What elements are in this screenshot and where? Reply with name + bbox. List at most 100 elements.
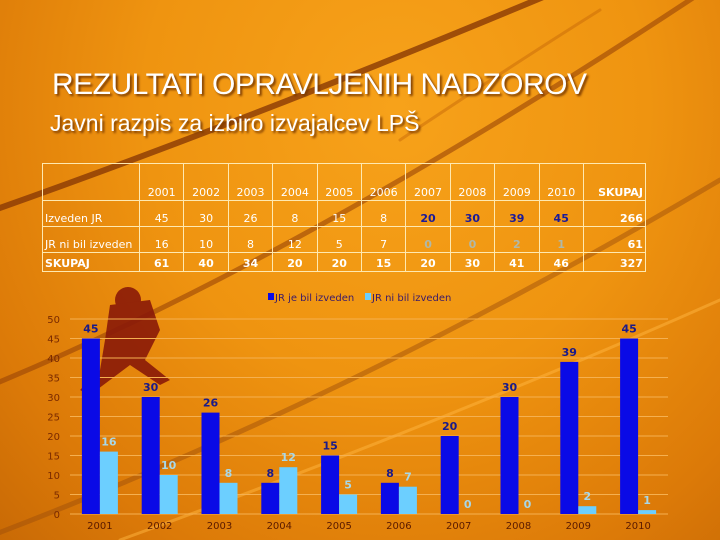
x-tick-label: 2005 bbox=[326, 521, 351, 532]
data-label: 8 bbox=[386, 467, 394, 480]
bar-not-executed bbox=[339, 494, 358, 514]
data-label: 5 bbox=[344, 479, 352, 492]
x-tick-label: 2007 bbox=[446, 521, 471, 532]
x-tick-label: 2009 bbox=[566, 521, 591, 532]
cell: 26 bbox=[227, 200, 274, 227]
header-cell: 2010 bbox=[538, 163, 584, 201]
x-axis-labels: 2001 2002 2003 2004 2005 2006 2007 2008 2009 2010 bbox=[87, 521, 651, 532]
bar-executed bbox=[500, 397, 519, 514]
bar-executed bbox=[560, 361, 579, 514]
cell: 15 bbox=[316, 200, 362, 227]
data-label: 26 bbox=[203, 397, 219, 410]
cell: 30 bbox=[449, 200, 496, 227]
cell: 16 bbox=[138, 226, 185, 253]
header-cell: 2001 bbox=[138, 163, 185, 201]
total-cell: 266 bbox=[582, 200, 646, 227]
cell: 10 bbox=[183, 226, 229, 253]
legend-label: JR je bil izveden bbox=[274, 293, 354, 304]
y-tick-label: 30 bbox=[47, 393, 60, 404]
bar-executed bbox=[201, 412, 220, 514]
cell: 20 bbox=[405, 200, 451, 227]
total-cell: 61 bbox=[582, 226, 646, 253]
data-label: 8 bbox=[266, 467, 274, 480]
bar-executed bbox=[321, 455, 340, 514]
x-tick-label: 2006 bbox=[386, 521, 411, 532]
header-cell bbox=[42, 163, 140, 201]
data-label: 45 bbox=[621, 323, 636, 336]
bar-not-executed bbox=[398, 486, 417, 514]
cell: 0 bbox=[405, 226, 451, 253]
legend-swatch bbox=[268, 293, 274, 300]
data-label: 1 bbox=[643, 494, 651, 507]
cell: 12 bbox=[272, 226, 318, 253]
page-subtitle: Javni razpis za izbiro izvajalcev LPŠ bbox=[50, 110, 420, 136]
y-tick-label: 25 bbox=[47, 413, 60, 424]
y-tick-label: 40 bbox=[47, 354, 60, 365]
y-tick-label: 20 bbox=[47, 432, 60, 443]
bar-executed bbox=[261, 482, 280, 514]
bar-executed bbox=[440, 436, 459, 514]
y-tick-label: 5 bbox=[54, 491, 60, 502]
data-label: 8 bbox=[225, 467, 233, 480]
data-label: 20 bbox=[442, 420, 458, 433]
legend: JR je bil izveden JR ni bil izveden bbox=[268, 293, 451, 304]
table-header-row: 2001 2002 2003 2004 2005 2006 2007 2008 … bbox=[42, 163, 646, 201]
bar-not-executed bbox=[99, 451, 118, 514]
table-row: Izveden JR 45 30 26 8 15 8 20 30 39 45 2… bbox=[42, 200, 646, 227]
data-label: 2 bbox=[583, 490, 591, 503]
cell: 20 bbox=[272, 252, 318, 272]
legend-label: JR ni bil izveden bbox=[371, 293, 451, 304]
row-label: JR ni bil izveden bbox=[42, 226, 140, 253]
y-tick-label: 45 bbox=[47, 335, 60, 346]
cell: 0 bbox=[449, 226, 496, 253]
x-tick-label: 2010 bbox=[625, 521, 650, 532]
bar-not-executed bbox=[578, 506, 597, 514]
cell: 45 bbox=[138, 200, 185, 227]
header-cell: 2005 bbox=[316, 163, 362, 201]
cell: 8 bbox=[272, 200, 318, 227]
cell: 34 bbox=[227, 252, 274, 272]
cell: 20 bbox=[405, 252, 451, 272]
row-label: SKUPAJ bbox=[42, 252, 140, 272]
cell: 45 bbox=[538, 200, 584, 227]
total-cell: 327 bbox=[582, 252, 646, 272]
cell: 39 bbox=[494, 200, 540, 227]
x-tick-label: 2008 bbox=[506, 521, 531, 532]
data-label: 0 bbox=[464, 498, 472, 511]
cell: 30 bbox=[183, 200, 229, 227]
bar-not-executed bbox=[279, 467, 298, 514]
cell: 30 bbox=[449, 252, 496, 272]
table-row-total: SKUPAJ 61 40 34 20 20 15 20 30 41 46 327 bbox=[42, 252, 646, 272]
y-tick-label: 0 bbox=[54, 510, 60, 521]
row-label: Izveden JR bbox=[42, 200, 140, 227]
cell: 46 bbox=[538, 252, 584, 272]
data-label: 0 bbox=[524, 498, 532, 511]
cell: 20 bbox=[316, 252, 362, 272]
data-label: 15 bbox=[322, 440, 337, 453]
bar-executed bbox=[81, 338, 100, 514]
results-table: 2001 2002 2003 2004 2005 2006 2007 2008 … bbox=[42, 163, 646, 272]
cell: 8 bbox=[227, 226, 274, 253]
table-row: JR ni bil izveden 16 10 8 12 5 7 0 0 2 1… bbox=[42, 226, 646, 253]
data-label: 39 bbox=[562, 346, 577, 359]
x-tick-label: 2004 bbox=[267, 521, 292, 532]
cell: 61 bbox=[138, 252, 185, 272]
header-cell: 2006 bbox=[360, 163, 407, 201]
y-tick-label: 50 bbox=[47, 315, 60, 326]
header-cell: 2007 bbox=[405, 163, 451, 201]
bar-executed bbox=[620, 338, 639, 514]
bar-not-executed bbox=[638, 510, 657, 514]
cell: 2 bbox=[494, 226, 540, 253]
cell: 1 bbox=[538, 226, 584, 253]
data-label: 30 bbox=[143, 381, 159, 394]
x-tick-label: 2002 bbox=[147, 521, 172, 532]
cell: 8 bbox=[360, 200, 407, 227]
header-cell: 2003 bbox=[227, 163, 274, 201]
bar-executed bbox=[380, 482, 399, 514]
cell: 15 bbox=[360, 252, 407, 272]
page-title: REZULTATI OPRAVLJENIH NADZOROV bbox=[52, 68, 587, 101]
cell: 40 bbox=[183, 252, 229, 272]
x-tick-label: 2001 bbox=[87, 521, 112, 532]
cell: 5 bbox=[316, 226, 362, 253]
